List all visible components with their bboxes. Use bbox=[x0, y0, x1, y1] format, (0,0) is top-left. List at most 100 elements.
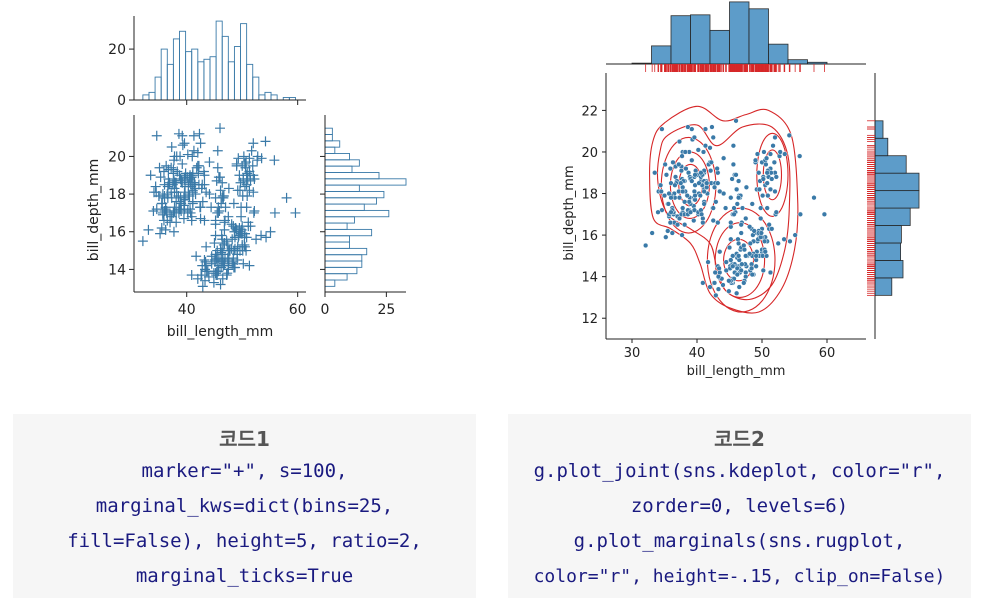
data-point bbox=[741, 280, 747, 286]
data-point bbox=[701, 201, 707, 207]
data-point bbox=[187, 151, 198, 162]
data-point bbox=[219, 217, 230, 228]
data-point bbox=[171, 196, 182, 207]
data-point bbox=[232, 245, 243, 256]
data-point bbox=[236, 211, 247, 222]
data-point bbox=[756, 186, 763, 193]
data-point bbox=[741, 242, 747, 249]
data-point bbox=[269, 155, 280, 166]
histogram-bar bbox=[191, 48, 199, 101]
data-point bbox=[689, 178, 695, 184]
histogram-bar bbox=[874, 137, 889, 157]
data-point bbox=[696, 180, 702, 186]
data-point bbox=[177, 177, 188, 188]
histogram-bar bbox=[148, 91, 156, 101]
code-line: fill=False), height=5, ratio=2, bbox=[67, 530, 422, 552]
x-tick-label: 25 bbox=[377, 302, 395, 318]
histogram-bar bbox=[324, 203, 365, 211]
data-point bbox=[714, 165, 720, 172]
data-point bbox=[223, 183, 234, 194]
data-point bbox=[682, 199, 688, 205]
data-point bbox=[159, 192, 170, 203]
data-point bbox=[201, 241, 212, 252]
data-point bbox=[738, 230, 744, 236]
data-point bbox=[754, 151, 761, 157]
data-point bbox=[717, 188, 723, 195]
data-point bbox=[702, 126, 709, 132]
data-point bbox=[670, 159, 676, 166]
data-point bbox=[663, 172, 670, 178]
data-point bbox=[160, 224, 171, 235]
histogram-bar bbox=[324, 222, 348, 230]
data-point bbox=[756, 170, 762, 176]
data-point bbox=[674, 222, 681, 228]
data-point bbox=[736, 284, 742, 290]
data-point bbox=[730, 143, 737, 149]
data-point bbox=[212, 145, 223, 156]
histogram-bar bbox=[874, 190, 920, 209]
data-point bbox=[692, 172, 698, 178]
data-point bbox=[767, 269, 774, 276]
data-point bbox=[160, 204, 171, 215]
histogram-bar bbox=[264, 91, 272, 101]
data-point bbox=[730, 263, 736, 269]
data-point bbox=[265, 226, 276, 237]
data-point bbox=[731, 205, 737, 211]
data-point bbox=[208, 277, 219, 288]
data-point bbox=[236, 224, 247, 235]
data-point bbox=[244, 260, 255, 271]
data-point bbox=[764, 180, 770, 186]
data-point bbox=[747, 251, 753, 257]
histogram-bar bbox=[324, 228, 373, 237]
data-point bbox=[221, 270, 232, 281]
data-point bbox=[735, 178, 742, 184]
histogram-bar bbox=[154, 76, 162, 101]
data-point bbox=[210, 249, 221, 260]
histogram-bar bbox=[324, 209, 390, 218]
data-point bbox=[186, 215, 197, 226]
data-point bbox=[689, 157, 695, 163]
data-point bbox=[734, 201, 740, 207]
data-point bbox=[228, 198, 239, 209]
marginal-x-axes-1: 0 20 bbox=[108, 16, 306, 109]
data-point bbox=[735, 195, 742, 201]
data-point bbox=[697, 192, 703, 199]
data-point bbox=[208, 268, 219, 279]
data-point bbox=[766, 222, 772, 228]
histogram-bar bbox=[179, 30, 187, 101]
data-point bbox=[686, 199, 692, 205]
data-point bbox=[665, 201, 672, 207]
code-box-title: 코드2 bbox=[714, 427, 765, 451]
data-point bbox=[194, 128, 205, 139]
data-point bbox=[195, 202, 206, 213]
data-point bbox=[643, 242, 649, 249]
data-point bbox=[787, 238, 793, 244]
marginal-y-axes-1: 0 25 bbox=[320, 115, 407, 318]
data-point bbox=[200, 264, 211, 275]
data-point bbox=[237, 190, 248, 201]
data-point bbox=[704, 180, 710, 186]
data-point bbox=[159, 206, 170, 217]
data-point bbox=[717, 249, 723, 255]
histogram-bar bbox=[324, 178, 407, 186]
data-point bbox=[710, 134, 716, 141]
histogram-bar bbox=[324, 172, 380, 180]
data-point bbox=[216, 247, 227, 258]
data-point bbox=[177, 130, 188, 141]
data-point bbox=[655, 209, 661, 215]
data-point bbox=[178, 213, 189, 224]
data-point bbox=[726, 278, 732, 284]
data-point bbox=[743, 215, 749, 222]
data-point bbox=[228, 256, 239, 267]
data-point bbox=[195, 213, 206, 224]
data-point bbox=[210, 215, 221, 226]
histogram-bar bbox=[874, 207, 911, 226]
data-point bbox=[712, 269, 718, 276]
data-point bbox=[723, 259, 729, 265]
histogram-bar bbox=[221, 35, 229, 101]
data-point bbox=[226, 219, 237, 230]
histogram-bar bbox=[874, 260, 904, 279]
y-tick-label: 14 bbox=[581, 271, 598, 286]
data-point bbox=[763, 161, 769, 168]
data-point bbox=[153, 190, 164, 201]
